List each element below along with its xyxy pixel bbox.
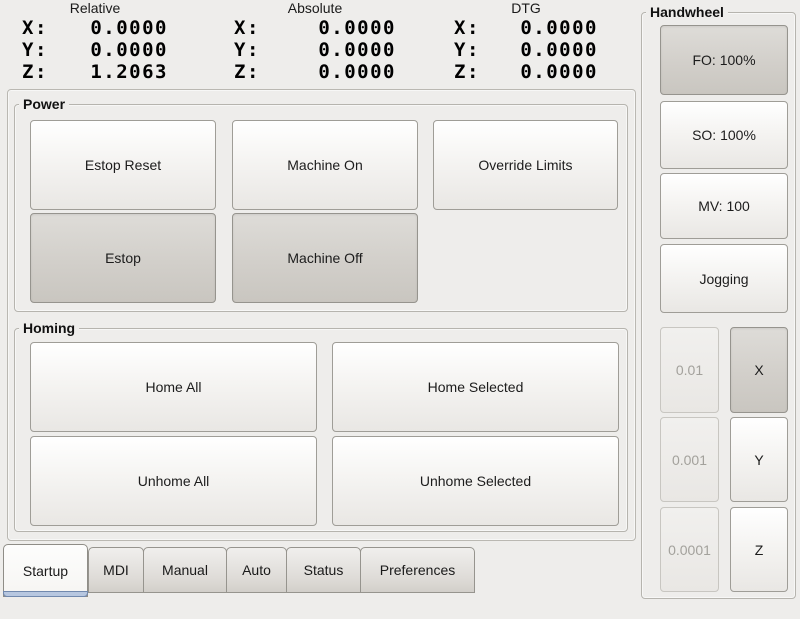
- unhome-selected-button[interactable]: Unhome Selected: [332, 436, 619, 526]
- dro-column-absolute: Absolute X: 0.0000 Y: 0.0000 Z: 0.0000: [234, 0, 396, 83]
- dro-axis-value: 1.2063: [90, 61, 168, 83]
- dro-relative-z-row: Z: 1.2063: [22, 61, 168, 83]
- increment-0.01-button[interactable]: 0.01: [660, 327, 719, 413]
- dro-axis-value: 0.0000: [520, 61, 598, 83]
- dro-axis-label: Y:: [234, 39, 260, 61]
- handwheel-group-label: Handwheel: [646, 3, 728, 21]
- home-selected-button[interactable]: Home Selected: [332, 342, 619, 432]
- dro-axis-label: Y:: [22, 39, 48, 61]
- dro-absolute-y-row: Y: 0.0000: [234, 39, 396, 61]
- tab-manual[interactable]: Manual: [143, 547, 227, 593]
- dro-absolute-title: Absolute: [287, 0, 343, 16]
- increment-0.0001-button[interactable]: 0.0001: [660, 507, 719, 592]
- dro-column-relative: Relative X: 0.0000 Y: 0.0000 Z: 1.2063: [22, 0, 168, 83]
- spindle-override-button[interactable]: SO: 100%: [660, 101, 788, 169]
- homing-group-label: Homing: [19, 319, 80, 337]
- machine-off-button[interactable]: Machine Off: [232, 213, 418, 303]
- homing-group-frame: Homing: [14, 319, 628, 532]
- machine-on-button[interactable]: Machine On: [232, 120, 418, 210]
- dro-axis-label: Z:: [22, 61, 48, 83]
- dro-absolute-x-row: X: 0.0000: [234, 17, 396, 39]
- dro-relative-x-row: X: 0.0000: [22, 17, 168, 39]
- dro-axis-label: X:: [454, 17, 480, 39]
- power-group-frame: Power: [14, 95, 628, 312]
- dro-axis-value: 0.0000: [520, 17, 598, 39]
- increment-0.001-button[interactable]: 0.001: [660, 417, 719, 502]
- dro-dtg-y-row: Y: 0.0000: [454, 39, 598, 61]
- dro-dtg-z-row: Z: 0.0000: [454, 61, 598, 83]
- unhome-all-button[interactable]: Unhome All: [30, 436, 317, 526]
- axis-x-button[interactable]: X: [730, 327, 788, 413]
- dro-axis-value: 0.0000: [90, 17, 168, 39]
- dro-axis-value: 0.0000: [318, 39, 396, 61]
- dro-axis-value: 0.0000: [520, 39, 598, 61]
- max-velocity-button[interactable]: MV: 100: [660, 173, 788, 239]
- dro-axis-label: Z:: [234, 61, 260, 83]
- dro-dtg-title: DTG: [511, 0, 541, 16]
- tab-preferences[interactable]: Preferences: [360, 547, 475, 593]
- dro-axis-value: 0.0000: [90, 39, 168, 61]
- axis-y-button[interactable]: Y: [730, 417, 788, 502]
- dro-axis-label: X:: [234, 17, 260, 39]
- dro-absolute-z-row: Z: 0.0000: [234, 61, 396, 83]
- dro-relative-title: Relative: [69, 0, 121, 16]
- home-all-button[interactable]: Home All: [30, 342, 317, 432]
- handwheel-group-frame: Handwheel: [641, 3, 796, 599]
- dro-axis-label: Z:: [454, 61, 480, 83]
- axis-z-button[interactable]: Z: [730, 507, 788, 592]
- tab-mdi[interactable]: MDI: [88, 547, 144, 593]
- dro-axis-label: Y:: [454, 39, 480, 61]
- tab-auto[interactable]: Auto: [226, 547, 287, 593]
- tab-startup[interactable]: Startup: [3, 544, 88, 597]
- dro-column-dtg: DTG X: 0.0000 Y: 0.0000 Z: 0.0000: [454, 0, 598, 83]
- dro-relative-y-row: Y: 0.0000: [22, 39, 168, 61]
- estop-button[interactable]: Estop: [30, 213, 216, 303]
- dro-axis-value: 0.0000: [318, 17, 396, 39]
- jogging-button[interactable]: Jogging: [660, 244, 788, 313]
- estop-reset-button[interactable]: Estop Reset: [30, 120, 216, 210]
- main-panel-frame: [7, 89, 636, 541]
- feed-override-button[interactable]: FO: 100%: [660, 25, 788, 95]
- override-limits-button[interactable]: Override Limits: [433, 120, 618, 210]
- power-group-label: Power: [19, 95, 70, 113]
- dro-axis-label: X:: [22, 17, 48, 39]
- tab-status[interactable]: Status: [286, 547, 361, 593]
- dro-axis-value: 0.0000: [318, 61, 396, 83]
- dro-dtg-x-row: X: 0.0000: [454, 17, 598, 39]
